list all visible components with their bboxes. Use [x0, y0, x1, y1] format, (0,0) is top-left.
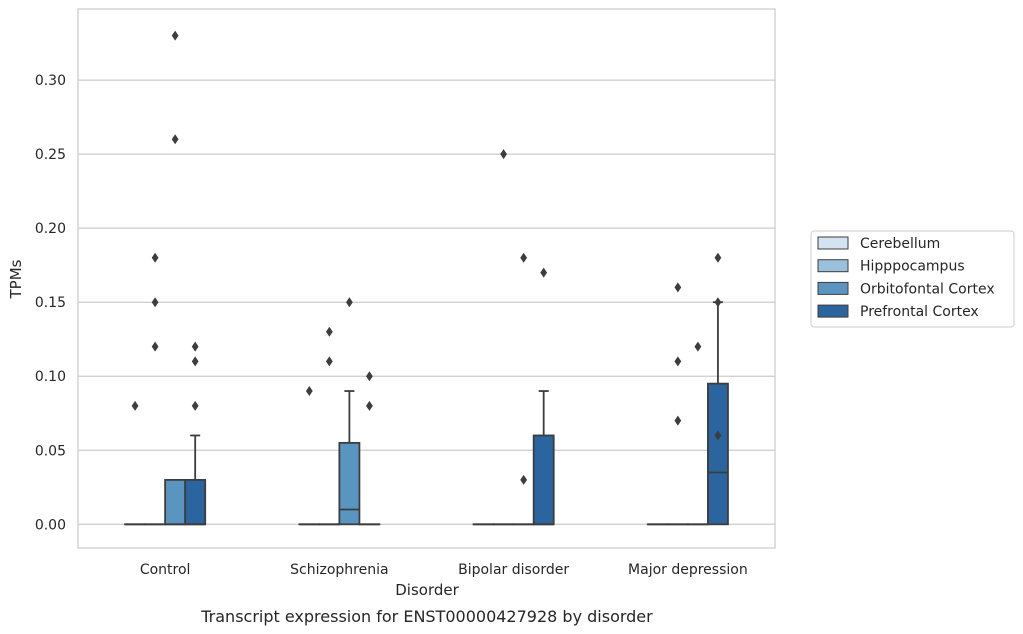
- plot-frame: [77, 8, 776, 549]
- outlier-point: [500, 149, 508, 160]
- outlier-point: [151, 297, 159, 308]
- legend-label: Prefrontal Cortex: [860, 304, 979, 320]
- box-group: [164, 30, 187, 526]
- outlier-point: [366, 400, 373, 411]
- box-group: [358, 371, 381, 526]
- outlier-point: [714, 297, 722, 308]
- box-group: [512, 252, 535, 526]
- outlier-point: [366, 371, 373, 382]
- outlier-point: [520, 474, 528, 485]
- chart-caption: Transcript expression for ENST0000042792…: [200, 607, 653, 626]
- outlier-point: [540, 267, 548, 278]
- outlier-point: [694, 341, 702, 352]
- legend-swatch: [817, 304, 849, 318]
- outlier-point: [674, 415, 682, 426]
- box-group: [707, 252, 729, 526]
- box: [338, 441, 361, 526]
- box: [532, 434, 555, 526]
- series-cerebellum: [124, 386, 669, 526]
- box-group: [144, 252, 167, 526]
- y-tick-label: 0.10: [35, 369, 66, 385]
- outlier-point: [520, 252, 528, 263]
- y-tick-label: 0.05: [35, 443, 66, 459]
- outlier-point: [191, 400, 199, 411]
- plot-marks: [124, 30, 729, 526]
- box-group: [686, 341, 709, 526]
- box: [164, 478, 187, 526]
- outlier-point: [131, 400, 139, 411]
- outlier-point: [345, 297, 353, 308]
- outlier-point: [674, 282, 682, 293]
- box-group: [492, 149, 515, 526]
- outlier-point: [171, 30, 179, 41]
- legend-swatch: [817, 236, 849, 250]
- legend: Cerebellum Hipppocampus Orbitofontal Corte…: [810, 230, 1015, 328]
- y-tick-label: 0.15: [35, 295, 66, 311]
- y-tick-label: 0.20: [35, 221, 66, 237]
- x-tick-label: Major depression: [628, 562, 748, 578]
- y-tick-label: 0.25: [35, 147, 66, 163]
- legend-swatch: [817, 281, 849, 295]
- outlier-point: [151, 341, 159, 352]
- outlier-point: [714, 430, 722, 441]
- outlier-point: [325, 326, 333, 337]
- series-orbitofontal-cortex: [164, 30, 709, 526]
- grid-lines: [78, 79, 775, 525]
- box-group: [532, 267, 555, 526]
- outlier-point: [674, 356, 682, 367]
- box: [184, 478, 207, 526]
- series-hipppocampus: [144, 149, 689, 526]
- box-group: [338, 297, 361, 526]
- legend-swatch: [817, 259, 849, 273]
- outlier-point: [714, 252, 722, 263]
- outlier-point: [191, 341, 199, 352]
- legend-label: Cerebellum: [860, 236, 940, 252]
- legend-box: [810, 230, 1015, 328]
- y-axis-title: TPMs: [7, 259, 25, 299]
- y-tick-label: 0.30: [35, 73, 66, 89]
- y-tick-label: 0.00: [35, 517, 66, 533]
- box-group: [666, 282, 689, 526]
- outlier-point: [171, 134, 179, 145]
- x-tick-label: Bipolar disorder: [458, 562, 569, 578]
- series-prefrontal-cortex: [184, 252, 729, 526]
- y-axis: 0.00 0.05 0.10 0.15 0.20 0.25 0.30: [35, 73, 66, 533]
- outlier-point: [151, 252, 159, 263]
- outlier-point: [305, 386, 313, 397]
- x-axis: Control Schizophrenia Bipolar disorder Majo…: [140, 562, 748, 578]
- box-group: [184, 341, 207, 526]
- box-group: [318, 326, 341, 526]
- outlier-point: [325, 356, 333, 367]
- box: [707, 382, 729, 526]
- box-group: [298, 386, 321, 526]
- legend-label: Orbitofontal Cortex: [860, 281, 995, 297]
- outlier-point: [191, 356, 199, 367]
- x-tick-label: Control: [140, 562, 191, 578]
- legend-label: Hipppocampus: [860, 259, 965, 275]
- x-tick-label: Schizophrenia: [290, 562, 388, 578]
- box-group: [124, 400, 146, 526]
- x-axis-title: Disorder: [395, 581, 459, 599]
